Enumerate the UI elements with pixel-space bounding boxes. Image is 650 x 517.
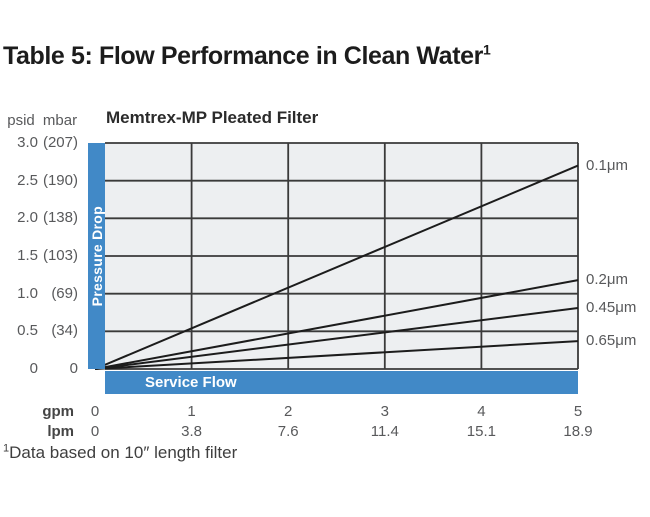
y-tick-mbar: (190) xyxy=(42,171,78,189)
x-tick-gpm-3: 3 xyxy=(380,403,389,420)
series-label-0.1μm: 0.1μm xyxy=(586,156,628,174)
x-tick-gpm-1: 1 xyxy=(187,403,196,420)
y-tick-mbar: (103) xyxy=(42,247,78,264)
x-tick-lpm-7.6: 7.6 xyxy=(277,423,299,440)
service-flow-axis-bar: Service Flow xyxy=(105,371,578,394)
y-tick-psid: 2.5 xyxy=(17,171,38,189)
footnote-superscript: 1 xyxy=(3,442,10,455)
chart-title: Memtrex-MP Pleated Filter xyxy=(106,108,319,127)
page-title-text: Table 5: Flow Performance in Clean Water xyxy=(3,42,483,70)
series-line-0.45μm xyxy=(94,306,579,370)
x-tick-gpm-0: 0 xyxy=(90,403,100,420)
y-tick-mbar: (69) xyxy=(51,284,78,302)
x-axis-title: Service Flow xyxy=(145,374,237,391)
y-tick-psid: 0.5 xyxy=(17,322,38,340)
x-tick-lpm-3.8: 3.8 xyxy=(181,423,203,440)
footnote: 1Data based on 10″ length filter xyxy=(3,443,237,463)
lpm-row-label: lpm xyxy=(47,423,74,440)
y-tick-psid: 3.0 xyxy=(17,134,38,151)
x-tick-gpm-5: 5 xyxy=(573,403,583,420)
footnote-text: Data based on 10″ length filter xyxy=(9,443,238,462)
series-line-0.65μm xyxy=(94,340,579,370)
x-tick-lpm-0: 0 xyxy=(90,423,100,440)
y-tick-mbar: 0 xyxy=(69,360,78,377)
series-line-0.2μm xyxy=(94,279,579,370)
x-tick-gpm-4: 4 xyxy=(477,403,486,420)
y-axis-title: Pressure Drop xyxy=(88,205,105,307)
series-label-0.2μm: 0.2μm xyxy=(586,271,628,289)
series-line-0.1μm xyxy=(94,164,579,370)
y-tick-mbar: (138) xyxy=(42,209,78,227)
page-title-superscript: 1 xyxy=(482,41,491,58)
y-unit-psid-label: psid xyxy=(7,112,35,129)
gpm-row-label: gpm xyxy=(42,403,74,420)
x-tick-lpm-18.9: 18.9 xyxy=(563,423,593,440)
series-label-0.65μm: 0.65μm xyxy=(586,332,637,350)
y-tick-psid: 1.5 xyxy=(17,247,38,264)
x-tick-lpm-15.1: 15.1 xyxy=(466,423,496,440)
page-title: Table 5: Flow Performance in Clean Water… xyxy=(3,41,491,71)
y-tick-mbar: (34) xyxy=(51,322,78,340)
y-unit-mbar-label: mbar xyxy=(42,112,78,129)
x-tick-lpm-11.4: 11.4 xyxy=(370,423,399,440)
y-tick-psid: 1.0 xyxy=(17,284,38,302)
y-tick-psid: 0 xyxy=(29,360,38,377)
y-tick-psid: 2.0 xyxy=(17,209,38,227)
y-tick-mbar: (207) xyxy=(42,134,78,151)
x-tick-gpm-2: 2 xyxy=(284,403,293,420)
series-label-0.45μm: 0.45μm xyxy=(586,298,637,316)
pressure-drop-axis-bar: Pressure Drop xyxy=(88,143,105,369)
